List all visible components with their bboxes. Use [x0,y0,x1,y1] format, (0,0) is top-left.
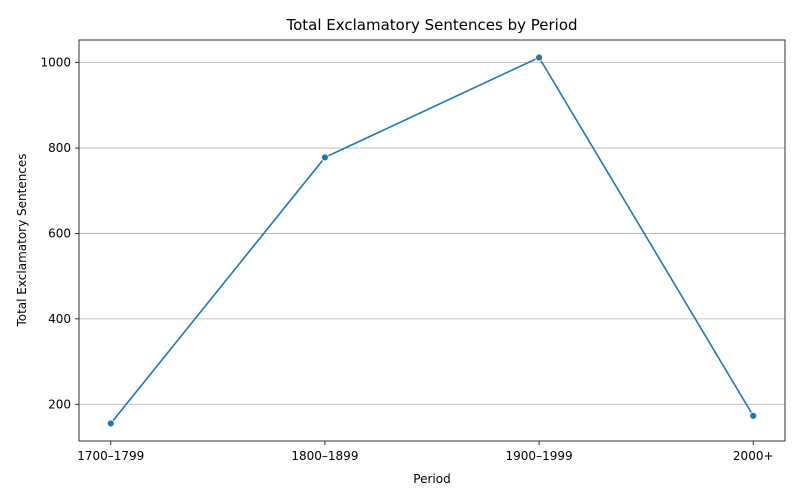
x-tick-label: 1700–1799 [77,449,144,463]
x-axis-ticks: 1700–1799 1800–1899 1900–1999 2000+ [77,441,774,463]
y-tick-label: 800 [48,141,71,155]
y-tick-label: 400 [48,312,71,326]
data-point [749,411,758,420]
data-point [321,153,329,162]
plot-frame [78,39,786,442]
y-tick-label: 600 [48,226,71,240]
series-layer [106,53,758,428]
x-tick-label: 2000+ [733,449,774,463]
grid-lines [79,62,785,405]
axes [78,39,786,442]
data-point [535,53,543,62]
series-line [110,56,754,424]
y-tick-label: 1000 [40,56,71,70]
x-axis-label: Period [413,472,450,486]
chart-title: Total Exclamatory Sentences by Period [285,16,577,34]
x-tick-label: 1800–1899 [291,449,358,463]
y-axis-ticks: 200 400 600 800 1000 [40,56,79,411]
x-tick-label: 1900–1999 [506,449,573,463]
y-axis-label: Total Exclamatory Sentences [15,153,29,327]
data-point [106,419,115,428]
y-tick-label: 200 [48,397,71,411]
